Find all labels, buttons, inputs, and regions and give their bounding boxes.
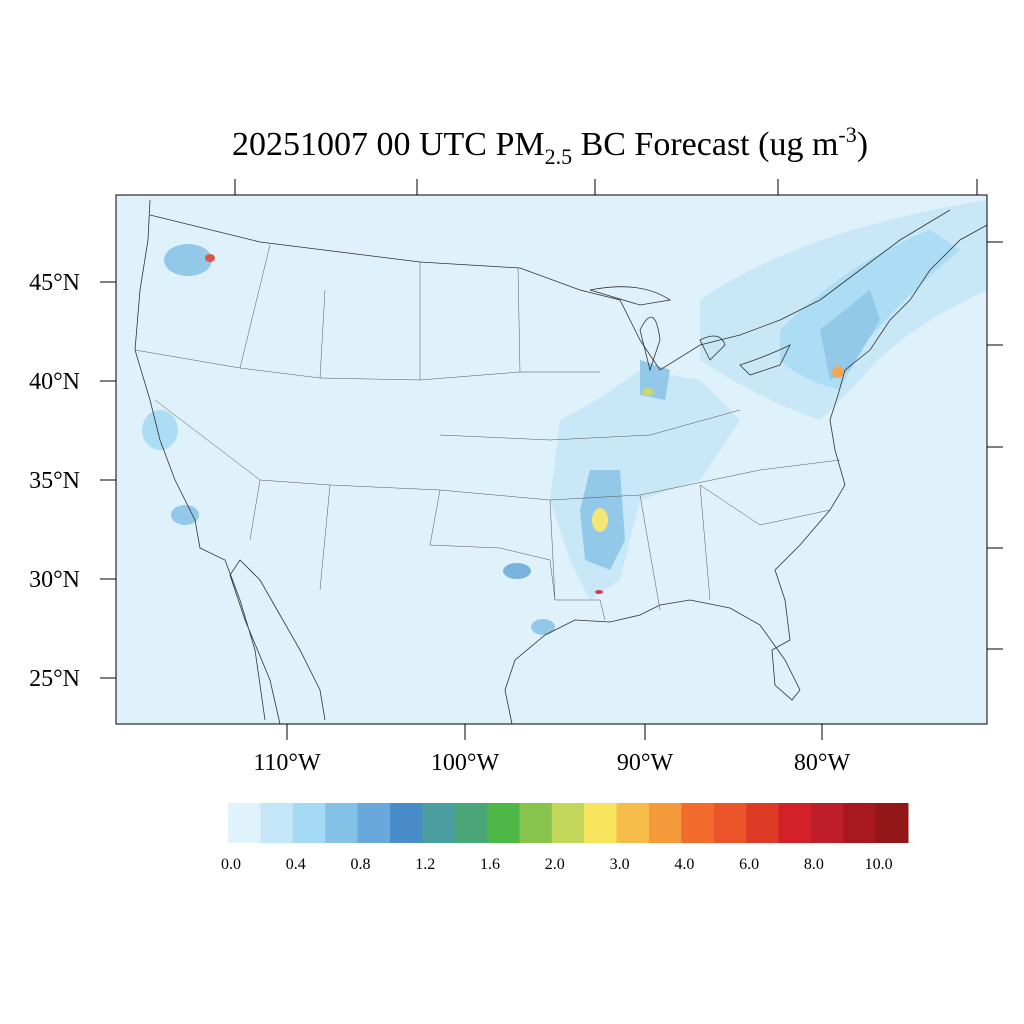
- colorbar-box: [778, 803, 812, 843]
- coastline: [134, 199, 988, 725]
- colorbar-label: 0.8: [351, 856, 371, 873]
- lat-label: 35°N: [29, 468, 80, 494]
- colorbar-label: 2.0: [545, 856, 565, 873]
- shading: [164, 244, 212, 276]
- colorbar-box: [260, 803, 294, 843]
- colorbar-label: 1.6: [480, 856, 500, 873]
- colorbar-label: 3.0: [610, 856, 630, 873]
- lon-label: 90°W: [617, 750, 674, 776]
- colorbar-box: [228, 803, 261, 843]
- colorbar-box: [551, 803, 585, 843]
- colorbar-box: [810, 803, 844, 843]
- lon-label: 100°W: [431, 750, 500, 776]
- colorbar-label: 8.0: [804, 856, 824, 873]
- shading: [205, 254, 215, 262]
- lat-label: 25°N: [29, 666, 80, 692]
- lat-label: 30°N: [29, 567, 80, 593]
- colorbar-box: [519, 803, 553, 843]
- shading: [595, 590, 603, 594]
- colorbar-label: 4.0: [674, 856, 694, 873]
- shading: [171, 505, 199, 525]
- colorbar-box: [292, 803, 326, 843]
- colorbar-label: 0.0: [221, 856, 241, 873]
- map-frame: [115, 194, 988, 725]
- lat-label: 45°N: [29, 270, 80, 296]
- colorbar: 0.0 0.4 0.8 1.2 1.6 2.0 3.0 4.0 6.0 8.0 10.0: [221, 803, 909, 873]
- title-middle: BC Forecast (ug m: [572, 126, 838, 163]
- right-ticks: [987, 241, 1003, 650]
- colorbar-label: 6.0: [739, 856, 759, 873]
- colorbar-box: [422, 803, 456, 843]
- colorbar-box: [648, 803, 682, 843]
- colorbar-box: [843, 803, 877, 843]
- title-sup: -3: [838, 122, 856, 147]
- shading: [820, 290, 880, 380]
- title-main: 20251007 00 UTC PM: [232, 126, 545, 163]
- shading: [503, 563, 531, 579]
- colorbar-label: 10.0: [865, 856, 893, 873]
- colorbar-box: [487, 803, 520, 843]
- colorbar-label: 0.4: [286, 856, 306, 873]
- title-end: ): [857, 126, 868, 163]
- title-sub: 2.5: [545, 144, 573, 169]
- shading: [832, 366, 844, 378]
- colorbar-box: [616, 803, 650, 843]
- colorbar-label: 1.2: [415, 856, 435, 873]
- state-lines: [134, 244, 841, 621]
- colorbar-box: [325, 803, 359, 843]
- colorbar-box: [357, 803, 391, 843]
- title: 20251007 00 UTC PM2.5 BC Forecast (ug m-…: [232, 122, 868, 169]
- concentration-field: [142, 200, 987, 635]
- colorbar-box: [713, 803, 747, 843]
- colorbar-box: [454, 803, 488, 843]
- lon-label: 110°W: [253, 750, 321, 776]
- top-ticks: [234, 179, 978, 195]
- border: [149, 209, 951, 371]
- shading: [592, 508, 608, 532]
- lat-label: 40°N: [29, 369, 80, 395]
- colorbar-box: [681, 803, 715, 843]
- map: [115, 179, 1003, 725]
- axis-labels: 45°N 40°N 35°N 30°N 25°N 110°W 100°W 90°W 80°W: [29, 270, 850, 776]
- colorbar-box: [389, 803, 423, 843]
- colorbar-box: [584, 803, 618, 843]
- shading: [142, 410, 178, 450]
- lake: [589, 286, 791, 376]
- colorbar-box: [875, 803, 909, 843]
- lon-label: 80°W: [794, 750, 851, 776]
- colorbar-box: [746, 803, 779, 843]
- shading: [642, 388, 654, 396]
- shading: [531, 619, 555, 635]
